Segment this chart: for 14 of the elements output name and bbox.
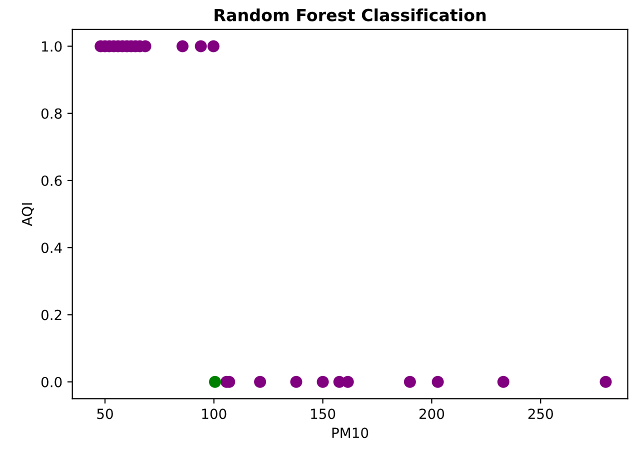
x-tick-label: 200: [419, 408, 444, 420]
x-tick-label: 50: [97, 408, 113, 420]
y-tick-label: 0.2: [41, 310, 62, 320]
y-tick-label: 1.0: [42, 41, 62, 52]
x-tick-label: 100: [202, 408, 226, 420]
y-axis-title: AQI: [22, 203, 34, 226]
chart-title: Random Forest Classification: [214, 8, 486, 22]
x-axis-title: PM10: [332, 428, 368, 438]
x-tick-label: 250: [528, 408, 553, 420]
x-tick-label: 150: [311, 408, 336, 420]
y-tick-label: 0.0: [41, 376, 62, 388]
y-tick-label: 0.8: [41, 108, 62, 119]
y-tick-label: 0.6: [41, 175, 62, 186]
y-tick-label: 0.4: [41, 242, 62, 254]
